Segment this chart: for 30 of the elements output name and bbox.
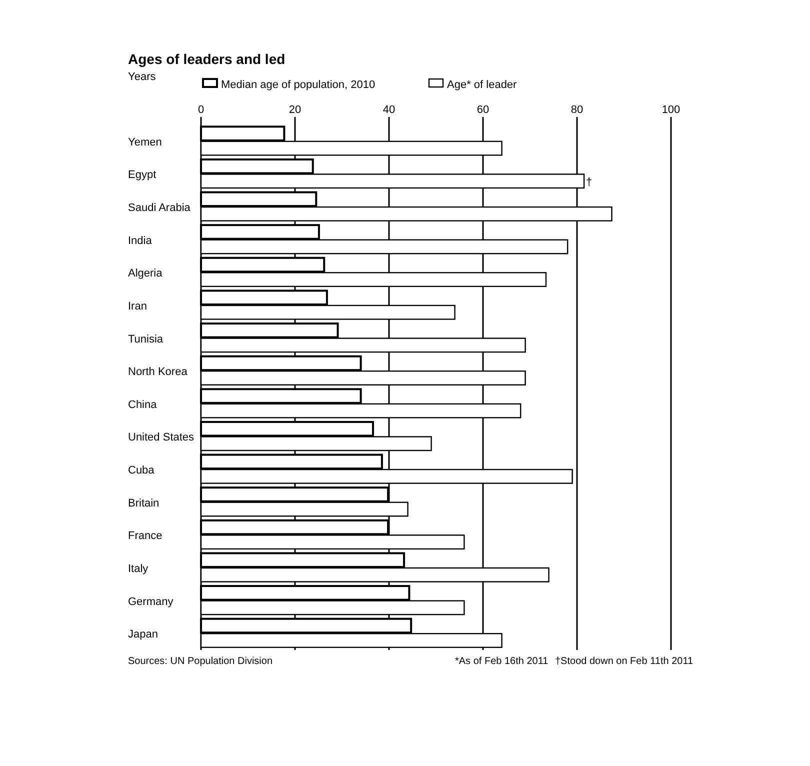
y-tick-label: Saudi Arabia [128, 202, 192, 214]
y-tick-label: Britain [128, 497, 160, 510]
y-tick-label: United States [128, 432, 195, 444]
x-tick-label: 60 [476, 104, 490, 116]
y-tick-label: Iran [128, 300, 147, 312]
y-tick-label: Cuba [128, 464, 156, 477]
y-tick-label: Tunisia [128, 333, 164, 346]
y-tick-label: Germany [128, 596, 174, 608]
y-tick-label: Egypt [128, 169, 156, 182]
legend-label: Median age of population, 2010 [221, 79, 376, 91]
y-tick-label: France [128, 530, 162, 542]
text: †Stood down on Feb 11th 2011 [555, 656, 694, 667]
text: *As of Feb 16th 2011 [455, 656, 549, 667]
x-tick-label: 20 [288, 104, 302, 116]
annotation: † [586, 176, 592, 189]
chart-title: Ages of leaders and led [128, 51, 286, 67]
y-tick-label: China [128, 398, 158, 411]
legend-label: Age* of leader [447, 79, 518, 91]
y-tick-label: North Korea [128, 366, 188, 378]
x-tick-label: 40 [382, 104, 396, 116]
y-tick-label: India [128, 234, 153, 247]
source-note: Sources: UN Population Division [128, 656, 273, 667]
y-tick-label: Japan [128, 628, 158, 641]
x-tick-label: 80 [570, 104, 584, 116]
x-tick-label: 0 [198, 104, 204, 116]
y-tick-label: Algeria [128, 268, 164, 280]
chart-subtitle: Years [128, 71, 156, 83]
y-tick-label: Yemen [128, 136, 162, 148]
y-tick-label: Italy [128, 562, 149, 575]
x-tick-label: 100 [662, 104, 680, 116]
